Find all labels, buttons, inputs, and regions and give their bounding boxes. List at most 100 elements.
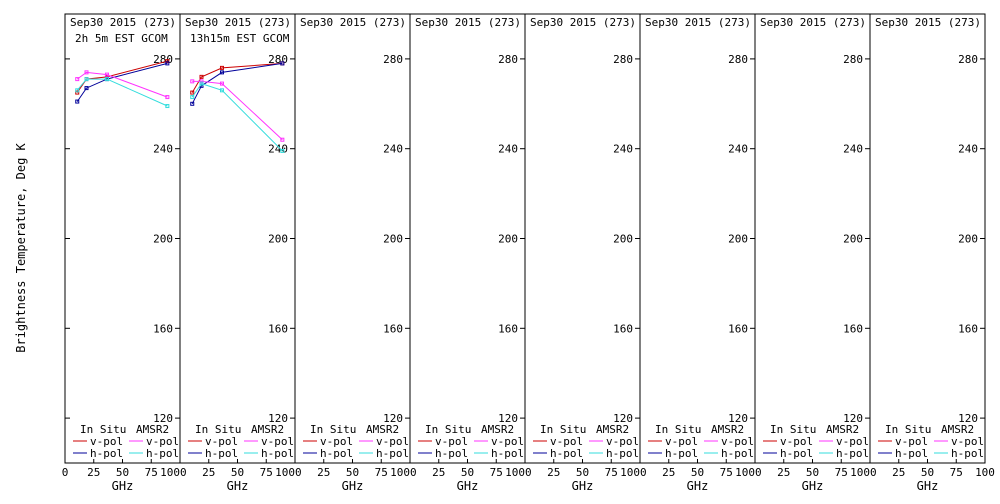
x-tick-label: 75 (605, 466, 618, 479)
x-tick-label: 50 (116, 466, 129, 479)
legend-label-amsr2_h: h-pol (376, 447, 409, 460)
panel-7: Sep30 2015 (273) 120 160 200 240 280 0 25 50 75 10… (754, 13, 871, 493)
legend-label-insitu_v: v-pol (780, 435, 813, 448)
x-tick-label: 75 (145, 466, 158, 479)
data-point-amsr2_h (190, 95, 195, 100)
legend-label-amsr2_h: h-pol (606, 447, 639, 460)
data-point-amsr2_v (75, 77, 80, 82)
x-axis-label: GHz (227, 479, 249, 493)
x-axis-label: GHz (457, 479, 479, 493)
y-axis-label: Brightness Temperature, Deg K (14, 142, 28, 352)
legend-insitu-header: In Situ (80, 423, 126, 436)
data-point-insitu_h (165, 61, 170, 66)
legend-amsr2-header: AMSR2 (251, 423, 284, 436)
y-tick-label: 120 (153, 412, 173, 425)
y-tick-label: 200 (498, 233, 518, 246)
x-tick-label: 100 (975, 466, 995, 479)
x-tick-label: 25 (317, 466, 330, 479)
y-tick-label: 240 (613, 143, 633, 156)
panel-title: Sep30 2015 (273) (185, 16, 291, 29)
legend-label-insitu_h: h-pol (90, 447, 123, 460)
x-tick-label: 25 (87, 466, 100, 479)
x-tick-label: 50 (576, 466, 589, 479)
legend-amsr2-header: AMSR2 (366, 423, 399, 436)
panel-4: Sep30 2015 (273) 120 160 200 240 280 0 25 50 75 10… (409, 13, 526, 493)
y-tick-label: 200 (843, 233, 863, 246)
x-tick-label: 25 (202, 466, 215, 479)
legend-label-amsr2_v: v-pol (261, 435, 294, 448)
data-point-amsr2_v (104, 72, 109, 77)
x-tick-label: 75 (260, 466, 273, 479)
x-tick-label: 50 (461, 466, 474, 479)
y-tick-label: 240 (843, 143, 863, 156)
legend-label-insitu_v: v-pol (435, 435, 468, 448)
series-line-insitu_v (76, 60, 168, 93)
legend-label-insitu_v: v-pol (550, 435, 583, 448)
data-point-amsr2_h (75, 88, 80, 93)
legend-amsr2-header: AMSR2 (941, 423, 974, 436)
x-tick-label: 100 (390, 466, 410, 479)
legend-insitu-header: In Situ (310, 423, 356, 436)
y-tick-label: 120 (498, 412, 518, 425)
x-tick-label: 75 (490, 466, 503, 479)
legend-amsr2-header: AMSR2 (481, 423, 514, 436)
data-point-insitu_v (190, 90, 195, 95)
series-line-insitu_h (76, 62, 168, 102)
x-tick-label: 0 (180, 466, 187, 479)
legend-label-insitu_h: h-pol (895, 447, 928, 460)
data-point-amsr2_h (165, 104, 170, 109)
data-point-amsr2_v (219, 81, 224, 86)
legend-label-insitu_v: v-pol (320, 435, 353, 448)
x-tick-label: 25 (432, 466, 445, 479)
data-point-amsr2_v (190, 79, 195, 84)
x-tick-label: 25 (662, 466, 675, 479)
data-point-insitu_h (84, 86, 89, 91)
y-tick-label: 120 (268, 412, 288, 425)
x-tick-label: 50 (346, 466, 359, 479)
data-point-insitu_h (280, 61, 285, 66)
legend-label-insitu_h: h-pol (780, 447, 813, 460)
legend-label-amsr2_v: v-pol (491, 435, 524, 448)
x-tick-label: 75 (720, 466, 733, 479)
panel-5: Sep30 2015 (273) 120 160 200 240 280 0 25 50 75 10… (524, 13, 641, 493)
y-tick-label: 240 (268, 143, 288, 156)
y-tick-label: 120 (958, 412, 978, 425)
legend-label-amsr2_h: h-pol (261, 447, 294, 460)
data-point-amsr2_v (165, 95, 170, 100)
y-tick-label: 200 (728, 233, 748, 246)
data-point-insitu_h (190, 101, 195, 106)
legend-label-insitu_h: h-pol (205, 447, 238, 460)
series-line-amsr2_h (191, 83, 283, 152)
panels: Sep30 2015 (273) 2h 5m EST GCOM 120 160 200 2… (62, 13, 995, 493)
legend-label-insitu_v: v-pol (90, 435, 123, 448)
x-tick-label: 100 (160, 466, 180, 479)
y-tick-label: 240 (383, 143, 403, 156)
y-tick-label: 280 (728, 53, 748, 66)
legend-label-insitu_v: v-pol (205, 435, 238, 448)
y-tick-label: 200 (613, 233, 633, 246)
x-tick-label: 75 (950, 466, 963, 479)
legend-label-insitu_h: h-pol (665, 447, 698, 460)
x-tick-label: 100 (850, 466, 870, 479)
y-tick-label: 280 (498, 53, 518, 66)
series-line-amsr2_v (192, 80, 283, 141)
y-tick-label: 160 (153, 322, 173, 335)
legend-label-insitu_h: h-pol (550, 447, 583, 460)
panel-title: Sep30 2015 (273) (645, 16, 751, 29)
x-tick-label: 50 (921, 466, 934, 479)
legend-label-insitu_h: h-pol (320, 447, 353, 460)
x-tick-label: 100 (505, 466, 525, 479)
y-tick-label: 160 (383, 322, 403, 335)
legend-label-amsr2_v: v-pol (951, 435, 984, 448)
legend-label-insitu_h: h-pol (435, 447, 468, 460)
panel-subtitle: 13h15m EST GCOM (190, 32, 290, 45)
legend-label-amsr2_h: h-pol (146, 447, 179, 460)
data-point-amsr2_h (199, 81, 204, 86)
x-tick-label: 50 (806, 466, 819, 479)
legend-label-amsr2_v: v-pol (836, 435, 869, 448)
x-axis-label: GHz (342, 479, 364, 493)
x-tick-label: 75 (375, 466, 388, 479)
legend-insitu-header: In Situ (655, 423, 701, 436)
series-line-insitu_h (191, 62, 283, 105)
